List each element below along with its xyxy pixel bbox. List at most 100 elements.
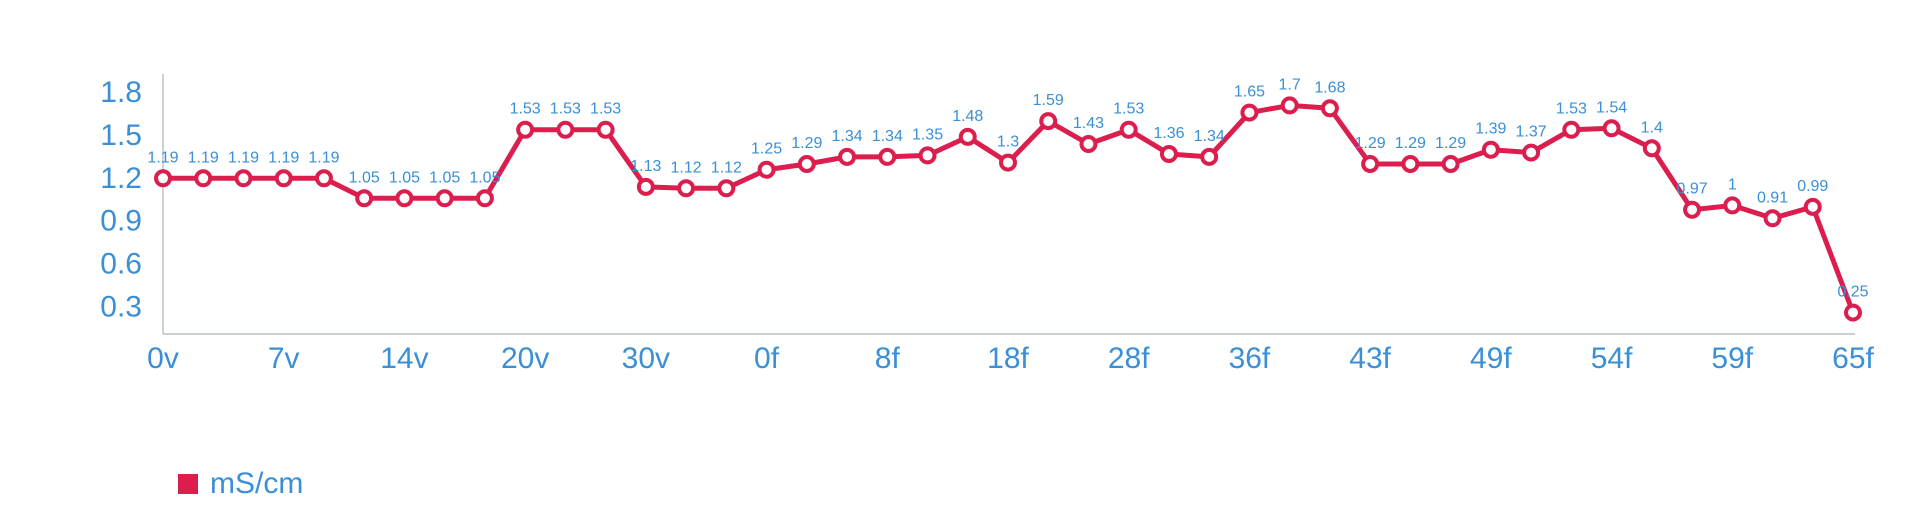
- legend-label: mS/cm: [210, 467, 304, 500]
- data-label: 1.12: [711, 159, 742, 176]
- data-point: [395, 189, 414, 208]
- data-labels: 1.19 1.19 1.19 1.19 1.19 1.05 1.05 1.05 1.05 1.53…: [147, 76, 1868, 300]
- data-label: 1.53: [1113, 101, 1144, 118]
- data-label: 1.59: [1033, 92, 1064, 109]
- data-label: 1.34: [872, 128, 903, 145]
- data-point: [1159, 145, 1178, 163]
- data-label: 0.25: [1837, 284, 1868, 301]
- data-label: 1.25: [751, 141, 782, 158]
- data-label: 1.29: [1435, 135, 1466, 152]
- legend: mS/cm: [178, 466, 303, 502]
- data-point: [1562, 120, 1581, 139]
- data-label: 1.65: [1234, 84, 1265, 101]
- data-point: [154, 169, 172, 188]
- data-label: 1.39: [1475, 121, 1506, 138]
- data-label: 1.19: [147, 149, 178, 166]
- x-tick-label: 7v: [268, 342, 300, 375]
- data-label: 1.19: [228, 149, 259, 166]
- data-label: 1.48: [952, 108, 983, 125]
- data-label: 1.19: [188, 149, 219, 166]
- data-point: [1320, 99, 1339, 118]
- data-label: 1.34: [1194, 128, 1225, 145]
- data-point: [1522, 143, 1541, 162]
- y-tick-label: 0.3: [100, 290, 142, 323]
- data-label: 0.91: [1757, 189, 1788, 206]
- y-tick-label: 1.5: [100, 119, 142, 152]
- data-label: 1.12: [671, 159, 702, 176]
- data-point: [596, 120, 615, 139]
- data-label: 1.53: [550, 101, 581, 118]
- data-point: [274, 169, 293, 188]
- data-label: 1.05: [469, 169, 500, 186]
- data-label: 1.54: [1596, 99, 1627, 116]
- x-tick-label: 43f: [1349, 342, 1391, 375]
- data-label: 1.05: [429, 169, 460, 186]
- x-tick-label: 0f: [754, 342, 780, 375]
- data-point: [194, 169, 213, 188]
- data-point: [1602, 119, 1621, 138]
- x-tick-label: 20v: [501, 342, 549, 375]
- data-point: [556, 120, 575, 139]
- data-point: [475, 189, 494, 208]
- data-point: [355, 189, 374, 208]
- data-point: [1763, 209, 1782, 228]
- data-label: 1: [1728, 176, 1737, 193]
- x-tick-label: 49f: [1470, 342, 1512, 375]
- x-tick-label: 28f: [1108, 342, 1150, 375]
- data-label: 1.53: [510, 101, 541, 118]
- data-label: 1.4: [1641, 119, 1663, 136]
- data-point: [435, 189, 454, 208]
- data-point: [1200, 147, 1219, 166]
- data-label: 0.97: [1676, 181, 1707, 198]
- data-point: [999, 153, 1017, 172]
- data-label: 1.53: [590, 101, 621, 118]
- y-tick-label: 1.2: [100, 162, 142, 195]
- data-label: 1.3: [997, 134, 1019, 151]
- data-point: [234, 169, 253, 188]
- y-tick-label: 0.9: [100, 205, 142, 238]
- x-tick-label: 59f: [1711, 342, 1753, 375]
- data-label: 1.34: [831, 128, 862, 145]
- data-point: [1844, 303, 1862, 322]
- data-label: 1.19: [268, 149, 299, 166]
- data-point: [1803, 197, 1822, 216]
- data-point: [516, 120, 535, 139]
- x-tick-label: 54f: [1591, 342, 1633, 375]
- x-axis-ticks: 0v 7v 14v 20v 30v 0f 8f 18f 28f 36f 43f 49f 54f 59f 65…: [147, 342, 1874, 375]
- y-tick-label: 1.8: [100, 76, 142, 109]
- x-tick-label: 14v: [380, 342, 428, 375]
- y-tick-label: 0.6: [100, 248, 142, 281]
- data-point: [1240, 103, 1259, 122]
- data-point: [1481, 140, 1500, 159]
- data-point: [1079, 135, 1098, 153]
- data-point: [918, 146, 937, 165]
- data-label: 1.05: [349, 169, 380, 186]
- data-point: [1280, 96, 1299, 115]
- x-tick-label: 8f: [875, 342, 901, 375]
- data-label: 1.36: [1153, 125, 1184, 142]
- data-label: 1.05: [389, 169, 420, 186]
- data-point: [1039, 112, 1058, 131]
- x-tick-label: 65f: [1832, 342, 1874, 375]
- data-label: 1.35: [912, 126, 943, 143]
- data-label: 1.19: [308, 149, 339, 166]
- data-point: [1723, 196, 1742, 215]
- data-point: [757, 160, 776, 179]
- data-point: [1683, 200, 1702, 219]
- x-tick-label: 0v: [147, 342, 179, 375]
- data-point: [958, 127, 977, 146]
- data-label: 1.29: [791, 135, 822, 152]
- legend-swatch: [178, 474, 198, 494]
- data-point: [797, 155, 816, 173]
- data-label: 1.43: [1073, 115, 1104, 132]
- data-point: [717, 179, 736, 198]
- data-point: [1441, 155, 1460, 173]
- data-point: [878, 147, 897, 166]
- data-label: 1.7: [1279, 76, 1301, 93]
- data-label: 1.53: [1556, 101, 1587, 118]
- data-point: [677, 179, 696, 198]
- series-mS-cm: [154, 96, 1862, 322]
- data-label: 1.68: [1314, 79, 1345, 96]
- data-label: 1.29: [1395, 135, 1426, 152]
